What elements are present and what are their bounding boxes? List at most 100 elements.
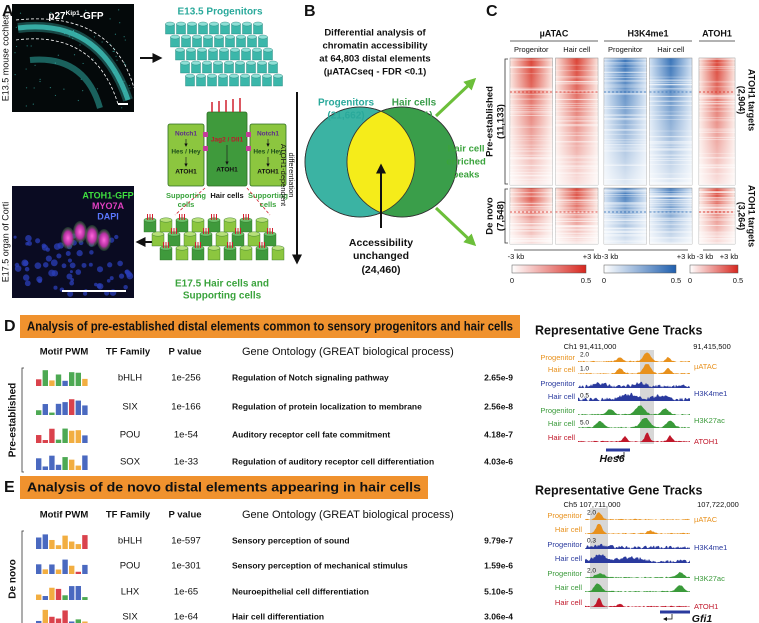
tf-family: SOX <box>120 457 141 468</box>
assay-name: H3K4me1 <box>627 28 668 38</box>
dapi-nucleus <box>117 260 123 267</box>
dapi-nucleus <box>53 285 58 290</box>
cochlea-dot <box>39 80 41 83</box>
motif-logo <box>55 374 62 386</box>
motif-logo <box>55 403 62 415</box>
progenitor-top <box>263 47 273 53</box>
cochlea-dot <box>80 78 82 80</box>
tracks-title: Representative Gene Tracks <box>535 323 702 337</box>
assay-label: H3K27ac <box>694 416 725 425</box>
colorbar <box>603 264 677 274</box>
dapi-nucleus <box>23 274 30 281</box>
cell-marker: Notch1 <box>175 131 197 138</box>
dapi-nucleus <box>75 269 82 275</box>
cochlea-dot <box>109 18 111 20</box>
motif-logo <box>42 569 48 574</box>
motif-logo <box>75 465 81 470</box>
hair-cell-stain <box>73 221 87 243</box>
progenitor-top <box>203 34 213 40</box>
track-signal <box>585 524 690 534</box>
motif-logo <box>62 457 68 470</box>
motif-logo <box>42 404 48 415</box>
progenitor-top <box>187 21 197 27</box>
motif-logo <box>42 609 48 623</box>
go-term: Sensory perception of mechanical stimulu… <box>232 560 408 570</box>
cochlea-dot <box>124 39 126 41</box>
cochlea-dot <box>112 50 114 52</box>
cochlea-outline <box>15 18 135 89</box>
cochlea-dot <box>121 107 123 109</box>
assay-label: µATAC <box>694 515 718 524</box>
progenitor-top <box>191 60 201 66</box>
heatmap-fade <box>555 58 598 185</box>
cell <box>167 123 205 187</box>
dapi-nucleus <box>45 255 52 262</box>
cochlea-dot <box>33 87 35 89</box>
progenitor-top <box>230 47 240 53</box>
column-header: TF Family <box>106 347 151 358</box>
cochlea-dot <box>101 41 103 43</box>
go-term: Regulation of Notch signaling pathway <box>232 372 389 382</box>
cochlea-dot <box>73 54 76 56</box>
progenitor-top <box>240 73 250 79</box>
assay-name: ATOH1 <box>702 28 732 38</box>
motif-logo <box>69 586 75 600</box>
motif-logo <box>69 399 75 415</box>
motif-logo <box>49 564 55 574</box>
tf-family: bHLH <box>118 536 142 547</box>
go-pvalue: 5.10e-5 <box>484 586 513 596</box>
column-header: Motif PWM <box>40 347 89 358</box>
colorbar-label: 0.5 <box>581 276 591 285</box>
axis-label: -3 kb <box>697 252 714 261</box>
track-label: Progenitor <box>540 379 575 388</box>
motif-logo <box>75 400 81 415</box>
cell-marker: Hes / Hey <box>253 149 283 156</box>
motif-logo <box>42 596 48 600</box>
cell-name: Hair cells <box>210 191 243 200</box>
track-label: Progenitor <box>547 540 582 549</box>
cochlea-dot <box>82 62 84 65</box>
cochlea-label: p27Kip1-GFP <box>48 10 104 22</box>
track-label: Progenitor <box>540 406 575 415</box>
cochlea-dot <box>116 59 118 61</box>
cochlea-dot <box>113 48 115 50</box>
progenitor-top <box>218 73 228 79</box>
axis-label: +3 kb <box>583 252 602 261</box>
motif-pvalue: 1e-65 <box>174 587 198 598</box>
column-name: Progenitor <box>514 45 549 54</box>
motif-logo <box>82 564 88 574</box>
dapi-nucleus <box>13 235 17 239</box>
heatmap-fade <box>649 58 692 185</box>
motif-logo <box>62 595 68 600</box>
axis-label: +3 kb <box>720 252 739 261</box>
motif-logo <box>69 459 75 470</box>
stain-label: MYO7A <box>92 201 125 211</box>
column-name: Progenitor <box>608 45 643 54</box>
side-bracket <box>21 530 24 623</box>
dapi-nucleus <box>61 263 67 269</box>
enriched-label: Hair cell <box>448 144 485 155</box>
progenitor-top <box>247 34 257 40</box>
dapi-nucleus <box>25 235 32 242</box>
assay-label: ATOH1 <box>694 602 718 611</box>
tf-family: POU <box>120 430 141 441</box>
cell-marker: ATOH1 <box>216 167 238 174</box>
organ-cell-top <box>207 245 221 251</box>
cell <box>249 123 287 187</box>
heatmap-fade <box>699 188 735 244</box>
cochlea-dot <box>19 12 22 14</box>
cochlea-dot <box>75 33 77 35</box>
cochlea-dot <box>115 55 117 57</box>
progenitor-top <box>213 60 223 66</box>
motif-logo <box>36 537 42 549</box>
cochlea-dot <box>72 37 74 40</box>
cochlea-dot <box>49 87 52 89</box>
dapi-nucleus <box>118 273 125 279</box>
progenitors-title: E13.5 Progenitors <box>177 7 262 18</box>
progenitor-top <box>242 21 252 27</box>
gene-name: Hes6 <box>599 453 624 465</box>
dapi-nucleus <box>70 278 75 282</box>
zoom-line <box>174 187 271 216</box>
track-signal <box>578 352 690 362</box>
